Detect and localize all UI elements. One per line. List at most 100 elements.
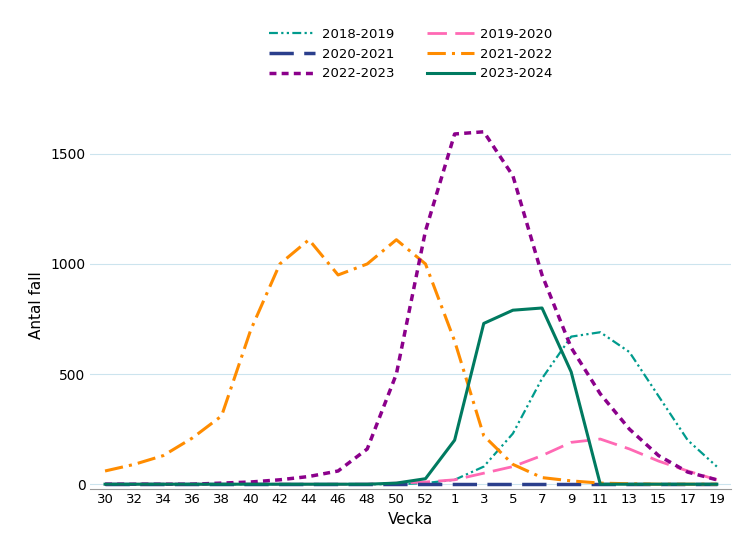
2023-2024 <box>333 481 342 488</box>
2018-2019 <box>275 481 284 488</box>
2021-2022 <box>508 461 517 468</box>
2020-2021 <box>333 481 342 488</box>
2021-2022 <box>450 338 459 344</box>
2021-2022 <box>654 481 663 488</box>
2020-2021 <box>217 481 226 488</box>
2022-2023 <box>567 344 576 351</box>
2022-2023 <box>596 390 605 397</box>
2022-2023 <box>713 477 722 483</box>
2020-2021 <box>363 481 372 488</box>
2023-2024 <box>654 481 663 488</box>
2018-2019 <box>508 430 517 437</box>
2020-2021 <box>654 481 663 488</box>
2023-2024 <box>363 481 372 488</box>
2018-2019 <box>538 375 547 382</box>
2019-2020 <box>567 439 576 446</box>
2020-2021 <box>450 481 459 488</box>
2019-2020 <box>333 481 342 488</box>
2022-2023 <box>508 172 517 179</box>
2021-2022 <box>538 474 547 481</box>
2023-2024 <box>159 481 168 488</box>
2023-2024 <box>625 481 634 488</box>
2019-2020 <box>305 481 314 488</box>
2023-2024 <box>596 481 605 488</box>
2019-2020 <box>596 436 605 442</box>
2018-2019 <box>596 329 605 335</box>
2023-2024 <box>188 481 197 488</box>
2020-2021 <box>246 481 255 488</box>
2022-2023 <box>421 228 430 234</box>
2022-2023 <box>333 468 342 474</box>
2019-2020 <box>246 481 255 488</box>
Line: 2019-2020: 2019-2020 <box>105 439 717 484</box>
2022-2023 <box>450 131 459 137</box>
2020-2021 <box>188 481 197 488</box>
2023-2024 <box>683 481 692 488</box>
2023-2024 <box>567 368 576 375</box>
2019-2020 <box>392 480 401 486</box>
2021-2022 <box>567 478 576 484</box>
2020-2021 <box>683 481 692 488</box>
Legend: 2018-2019, 2020-2021, 2022-2023, 2019-2020, 2021-2022, 2023-2024: 2018-2019, 2020-2021, 2022-2023, 2019-20… <box>269 28 553 80</box>
2019-2020 <box>508 463 517 470</box>
2022-2023 <box>392 371 401 377</box>
2019-2020 <box>538 452 547 459</box>
2019-2020 <box>450 477 459 483</box>
2019-2020 <box>654 458 663 464</box>
2023-2024 <box>246 481 255 488</box>
2019-2020 <box>713 477 722 483</box>
2022-2023 <box>130 481 139 488</box>
2019-2020 <box>625 446 634 452</box>
2020-2021 <box>100 481 109 488</box>
2020-2021 <box>596 481 605 488</box>
2022-2023 <box>188 481 197 488</box>
2021-2022 <box>188 435 197 441</box>
2022-2023 <box>100 481 109 488</box>
2020-2021 <box>508 481 517 488</box>
2020-2021 <box>305 481 314 488</box>
2023-2024 <box>217 481 226 488</box>
2018-2019 <box>421 480 430 486</box>
2019-2020 <box>421 479 430 485</box>
2020-2021 <box>713 481 722 488</box>
2018-2019 <box>683 437 692 444</box>
2018-2019 <box>480 463 489 470</box>
2020-2021 <box>625 481 634 488</box>
2021-2022 <box>305 237 314 243</box>
2022-2023 <box>683 469 692 475</box>
2023-2024 <box>421 475 430 482</box>
2020-2021 <box>159 481 168 488</box>
2021-2022 <box>713 481 722 488</box>
2018-2019 <box>305 481 314 488</box>
2018-2019 <box>625 349 634 355</box>
2021-2022 <box>480 433 489 439</box>
2018-2019 <box>100 481 109 488</box>
Line: 2018-2019: 2018-2019 <box>105 332 717 484</box>
2023-2024 <box>392 480 401 486</box>
2022-2023 <box>538 272 547 278</box>
2022-2023 <box>625 426 634 433</box>
2018-2019 <box>392 481 401 488</box>
2018-2019 <box>654 393 663 399</box>
2018-2019 <box>217 481 226 488</box>
2019-2020 <box>159 481 168 488</box>
2021-2022 <box>363 261 372 267</box>
2018-2019 <box>450 477 459 483</box>
2018-2019 <box>159 481 168 488</box>
2023-2024 <box>480 320 489 327</box>
Y-axis label: Antal fall: Antal fall <box>29 271 44 339</box>
Line: 2023-2024: 2023-2024 <box>105 308 717 484</box>
2021-2022 <box>130 461 139 468</box>
2021-2022 <box>159 452 168 459</box>
2018-2019 <box>363 481 372 488</box>
2022-2023 <box>217 480 226 486</box>
2021-2022 <box>246 327 255 333</box>
Line: 2021-2022: 2021-2022 <box>105 240 717 484</box>
2019-2020 <box>683 468 692 474</box>
2021-2022 <box>625 480 634 487</box>
2018-2019 <box>188 481 197 488</box>
2021-2022 <box>392 237 401 243</box>
2023-2024 <box>130 481 139 488</box>
2021-2022 <box>217 413 226 419</box>
2021-2022 <box>421 261 430 267</box>
